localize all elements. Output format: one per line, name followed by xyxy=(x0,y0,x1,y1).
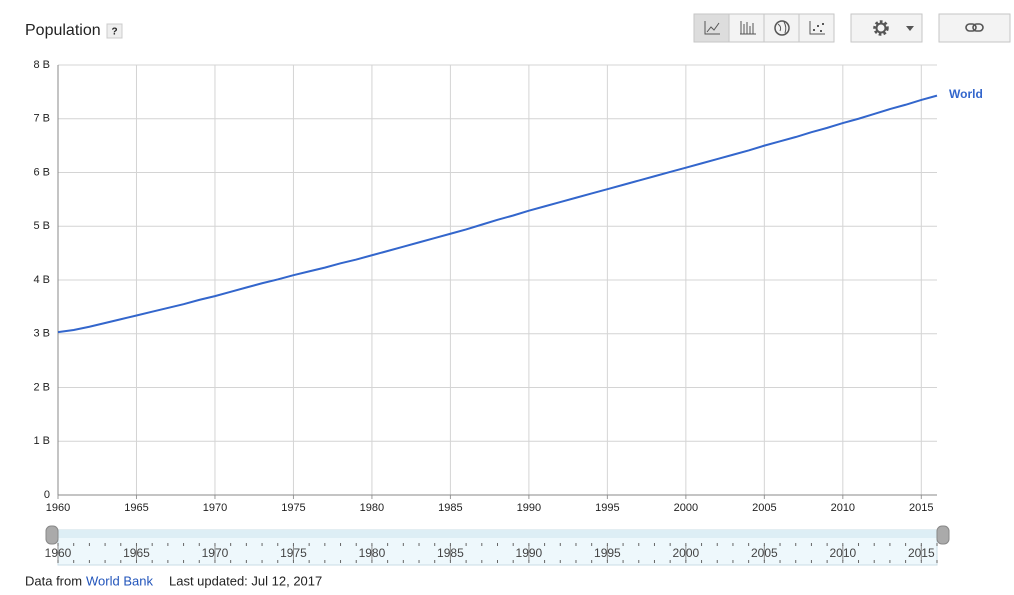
slider-handle-left[interactable] xyxy=(45,525,59,545)
series-label: World xyxy=(949,87,983,101)
x-tick-label: 2005 xyxy=(752,502,776,514)
y-tick-label: 2 B xyxy=(33,381,50,393)
slider-tick-label: 2005 xyxy=(751,546,778,560)
slider-tick-label: 1980 xyxy=(359,546,386,560)
x-tick-label: 2010 xyxy=(831,502,855,514)
globe-icon xyxy=(774,20,790,36)
chart-type-toolbar xyxy=(693,13,1011,43)
slider-tick-label: 1970 xyxy=(202,546,229,560)
globe-detail xyxy=(777,21,787,34)
x-tick-label: 2000 xyxy=(674,502,698,514)
line-icon xyxy=(704,21,720,35)
x-tick-label: 1985 xyxy=(438,502,462,514)
slider-tick-label: 1965 xyxy=(123,546,150,560)
source-prefix: Data from xyxy=(25,573,82,588)
scatter-button[interactable] xyxy=(798,13,835,43)
last-updated: Last updated: Jul 12, 2017 xyxy=(169,573,322,588)
x-tick-label: 1970 xyxy=(203,502,227,514)
link-button[interactable] xyxy=(938,13,1011,43)
x-tick-label: 1980 xyxy=(360,502,384,514)
slider-tick-label: 1985 xyxy=(437,546,464,560)
y-tick-label: 8 B xyxy=(33,59,50,71)
y-tick-label: 4 B xyxy=(33,274,50,286)
x-tick-label: 1965 xyxy=(124,502,148,514)
slider-tick-label: 2015 xyxy=(908,546,935,560)
slider-tick-label: 1960 xyxy=(45,546,72,560)
help-label[interactable]: ? xyxy=(111,27,117,38)
scatter-dots xyxy=(813,23,824,32)
range-selection[interactable] xyxy=(58,530,937,538)
x-tick-label: 1990 xyxy=(517,502,541,514)
x-tick-label: 1995 xyxy=(595,502,619,514)
slider-tick-label: 1990 xyxy=(516,546,543,560)
link-icon-right xyxy=(972,23,984,32)
y-tick-label: 1 B xyxy=(33,435,50,447)
dropdown-arrow xyxy=(906,26,914,31)
x-tick-label: 1975 xyxy=(281,502,305,514)
slider-tick-label: 2010 xyxy=(829,546,856,560)
slider-tick-label: 1995 xyxy=(594,546,621,560)
x-tick-label: 1960 xyxy=(46,502,70,514)
bar-icon xyxy=(740,21,756,35)
y-tick-label: 5 B xyxy=(33,220,50,232)
link-icon-left xyxy=(965,23,977,32)
y-tick-label: 7 B xyxy=(33,113,50,125)
y-tick-label: 6 B xyxy=(33,166,50,178)
source-link[interactable]: World Bank xyxy=(86,573,153,588)
help-box[interactable] xyxy=(106,23,123,39)
slider-handle-right[interactable] xyxy=(936,525,950,545)
scatter-axis xyxy=(809,21,825,35)
gear-icon xyxy=(875,22,887,34)
y-tick-label: 0 xyxy=(44,489,50,501)
chart-title: Population xyxy=(25,22,101,39)
gear-teeth xyxy=(873,20,889,36)
series-line xyxy=(57,94,938,334)
slider-tick-label: 2000 xyxy=(673,546,700,560)
x-tick-label: 2015 xyxy=(909,502,933,514)
y-tick-label: 3 B xyxy=(33,328,50,340)
slider-tick-label: 1975 xyxy=(280,546,307,560)
help-button[interactable]: ? xyxy=(106,23,123,39)
map-button[interactable] xyxy=(763,13,800,43)
